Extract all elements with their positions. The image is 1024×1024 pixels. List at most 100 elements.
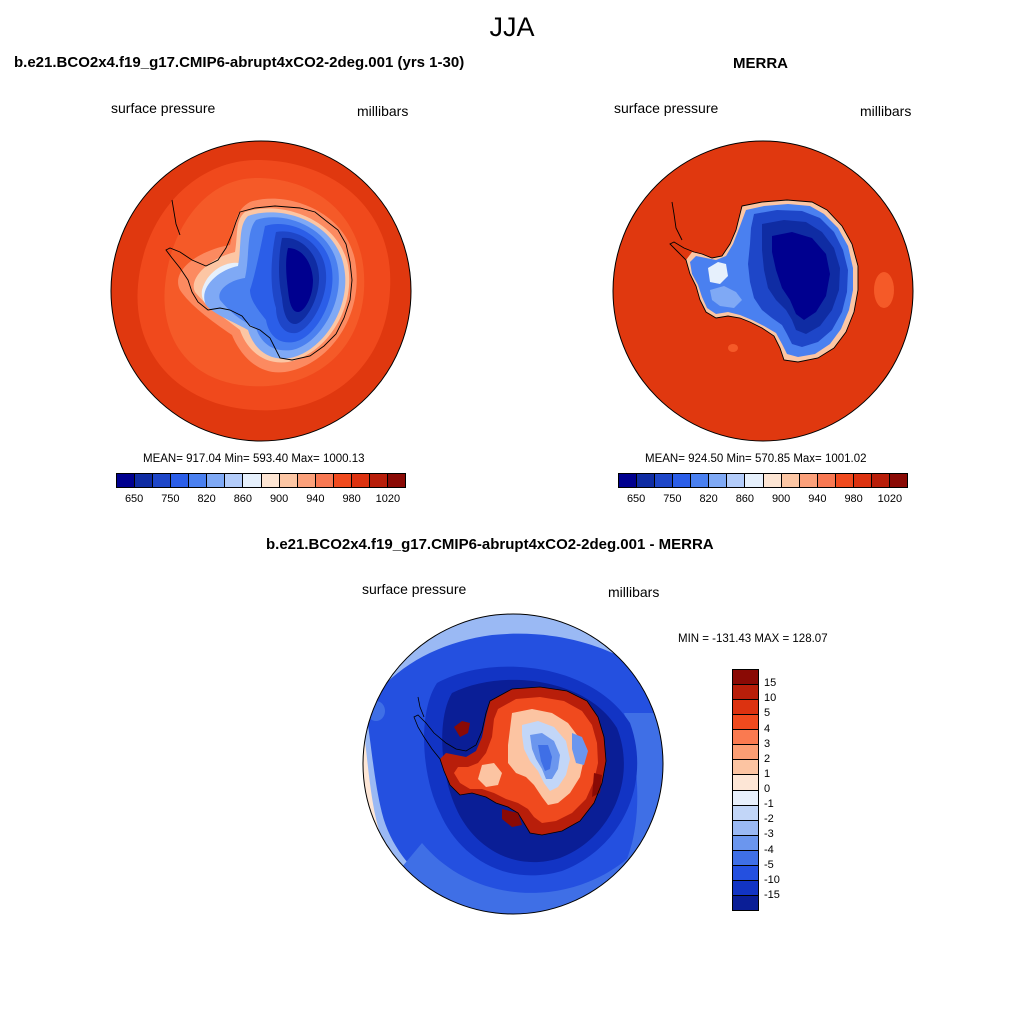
panel3-map [362, 613, 664, 915]
panel3-colorbar-swatch-4 [733, 730, 758, 746]
panel3-colorbar [732, 669, 759, 911]
panel3-colorbar-tick-label: 4 [764, 722, 771, 735]
panel2-colorbar-swatch-13 [853, 474, 872, 487]
panel1-colorbar-swatch-0 [117, 474, 136, 487]
panel3-units-label: millibars [608, 584, 660, 600]
panel2-colorbar-swatch-5 [709, 474, 728, 487]
panel3-colorbar-swatch-6 [733, 760, 758, 776]
panel1-colorbar-swatch-9 [279, 474, 298, 487]
panel2-colorbar-swatch-10 [799, 474, 818, 487]
panel2-colorbar [618, 473, 908, 488]
panel1-colorbar [116, 473, 406, 488]
panel1-variable-label: surface pressure [111, 100, 216, 116]
panel2-colorbar-tick-label: 750 [663, 493, 682, 505]
panel1-colorbar-swatch-15 [387, 474, 405, 487]
panel3-colorbar-tick-label: 0 [764, 783, 771, 795]
panel3-colorbar-tick-label: -15 [764, 888, 780, 901]
panel2-colorbar-swatch-4 [691, 474, 710, 487]
panel2-colorbar-tick-label: 820 [699, 493, 718, 505]
panel1-colorbar-swatch-3 [171, 474, 190, 487]
panel1-colorbar-swatch-10 [297, 474, 316, 487]
panel3-colorbar-swatch-1 [733, 685, 758, 701]
panel3-colorbar-tick-label: -10 [764, 873, 780, 886]
panel1-colorbar-swatch-2 [153, 474, 172, 487]
panel1-colorbar-swatch-7 [243, 474, 262, 487]
panel2-colorbar-swatch-11 [817, 474, 836, 487]
panel2-colorbar-swatch-15 [889, 474, 907, 487]
panel2-colorbar-swatch-1 [637, 474, 656, 487]
panel2-title: MERRA [733, 55, 788, 72]
panel3-colorbar-swatch-12 [733, 850, 758, 866]
panel1-colorbar-tick-label: 900 [269, 493, 289, 505]
panel1-colorbar-swatch-12 [333, 474, 352, 487]
panel2-colorbar-swatch-8 [763, 474, 782, 487]
panel1-colorbar-tick-label: 650 [124, 493, 144, 505]
panel1-units-label: millibars [357, 103, 409, 119]
panel3-colorbar-tick-label: -5 [764, 858, 774, 871]
panel2-stats: MEAN= 924.50 Min= 570.85 Max= 1001.02 [645, 453, 867, 465]
panel1-colorbar-tick-label: 820 [197, 493, 216, 505]
panel2-colorbar-swatch-0 [619, 474, 638, 487]
panel3-colorbar-swatch-9 [733, 805, 758, 821]
panel2-colorbar-swatch-7 [745, 474, 764, 487]
panel2-colorbar-tick-label: 860 [735, 493, 755, 505]
panel1-colorbar-swatch-5 [207, 474, 226, 487]
panel1-colorbar-swatch-11 [315, 474, 334, 487]
panel3-colorbar-tick-label: 3 [764, 737, 771, 750]
panel2-colorbar-swatch-2 [655, 474, 674, 487]
panel1-colorbar-swatch-13 [351, 474, 370, 487]
panel3-colorbar-tick-label: 1 [764, 767, 771, 780]
panel2-variable-label: surface pressure [614, 100, 719, 116]
panel1-colorbar-tick-label: 1020 [375, 493, 401, 505]
panel2-colorbar-tick-label: 650 [626, 493, 646, 505]
panel3-colorbar-swatch-2 [733, 700, 758, 716]
panel2-colorbar-tick-label: 900 [771, 493, 791, 505]
panel3-colorbar-swatch-13 [733, 865, 758, 881]
panel2-colorbar-swatch-3 [673, 474, 692, 487]
panel2-colorbar-tick-label: 1020 [877, 493, 903, 505]
panel2-colorbar-tick-label: 940 [808, 493, 827, 505]
panel3-colorbar-swatch-5 [733, 745, 758, 761]
panel3-colorbar-swatch-14 [733, 880, 758, 896]
panel1-colorbar-tick-label: 750 [161, 493, 180, 505]
panel1-colorbar-swatch-8 [261, 474, 280, 487]
panel2-colorbar-swatch-12 [835, 474, 854, 487]
panel3-colorbar-swatch-15 [733, 895, 758, 910]
panel2-units-label: millibars [860, 103, 912, 119]
panel1-title: b.e21.BCO2x4.f19_g17.CMIP6-abrupt4xCO2-2… [14, 54, 465, 71]
panel2-colorbar-swatch-14 [871, 474, 890, 487]
panel1-colorbar-ticks: 650 750 820 860 900 940 980 1020 [116, 492, 406, 508]
panel3-colorbar-swatch-11 [733, 835, 758, 851]
panel1-colorbar-tick-label: 860 [233, 493, 253, 505]
panel3-colorbar-tick-label: 2 [764, 752, 771, 765]
panel1-colorbar-swatch-6 [225, 474, 244, 487]
panel3-colorbar-tick-label: 5 [764, 707, 771, 720]
panel3-minmax: MIN = -131.43 MAX = 128.07 [678, 633, 828, 645]
panel3-colorbar-swatch-0 [733, 670, 758, 686]
panel1-map [110, 140, 412, 442]
panel2-map [612, 140, 914, 442]
panel2-colorbar-tick-label: 980 [844, 493, 863, 505]
panel3-colorbar-tick-label: -4 [764, 843, 774, 856]
panel3-colorbar-swatch-8 [733, 790, 758, 806]
panel3-variable-label: surface pressure [362, 581, 467, 597]
panel3-title: b.e21.BCO2x4.f19_g17.CMIP6-abrupt4xCO2-2… [266, 536, 714, 553]
panel3-colorbar-swatch-3 [733, 715, 758, 731]
panel1-colorbar-tick-label: 980 [342, 493, 361, 505]
panel3-colorbar-tick-label: 10 [764, 692, 777, 705]
panel1-colorbar-swatch-14 [369, 474, 388, 487]
panel3-colorbar-tick-label: 15 [764, 677, 777, 690]
panel3-colorbar-tick-label: -1 [764, 798, 774, 811]
figure-title: JJA [489, 12, 535, 42]
panel2-colorbar-swatch-9 [781, 474, 800, 487]
panel3-colorbar-ticks: 15 10 5 4 3 2 1 0 -1 -2 -3 -4 -5 -10 -15 [764, 669, 804, 911]
panel3-colorbar-tick-label: -2 [764, 813, 774, 826]
panel3-colorbar-swatch-10 [733, 820, 758, 836]
panel1-colorbar-swatch-1 [135, 474, 154, 487]
panel1-colorbar-swatch-4 [189, 474, 208, 487]
panel3-colorbar-swatch-7 [733, 775, 758, 791]
panel1-stats: MEAN= 917.04 Min= 593.40 Max= 1000.13 [143, 453, 365, 465]
panel2-colorbar-swatch-6 [727, 474, 746, 487]
panel2-colorbar-ticks: 650 750 820 860 900 940 980 1020 [618, 492, 908, 508]
panel1-colorbar-tick-label: 940 [306, 493, 325, 505]
